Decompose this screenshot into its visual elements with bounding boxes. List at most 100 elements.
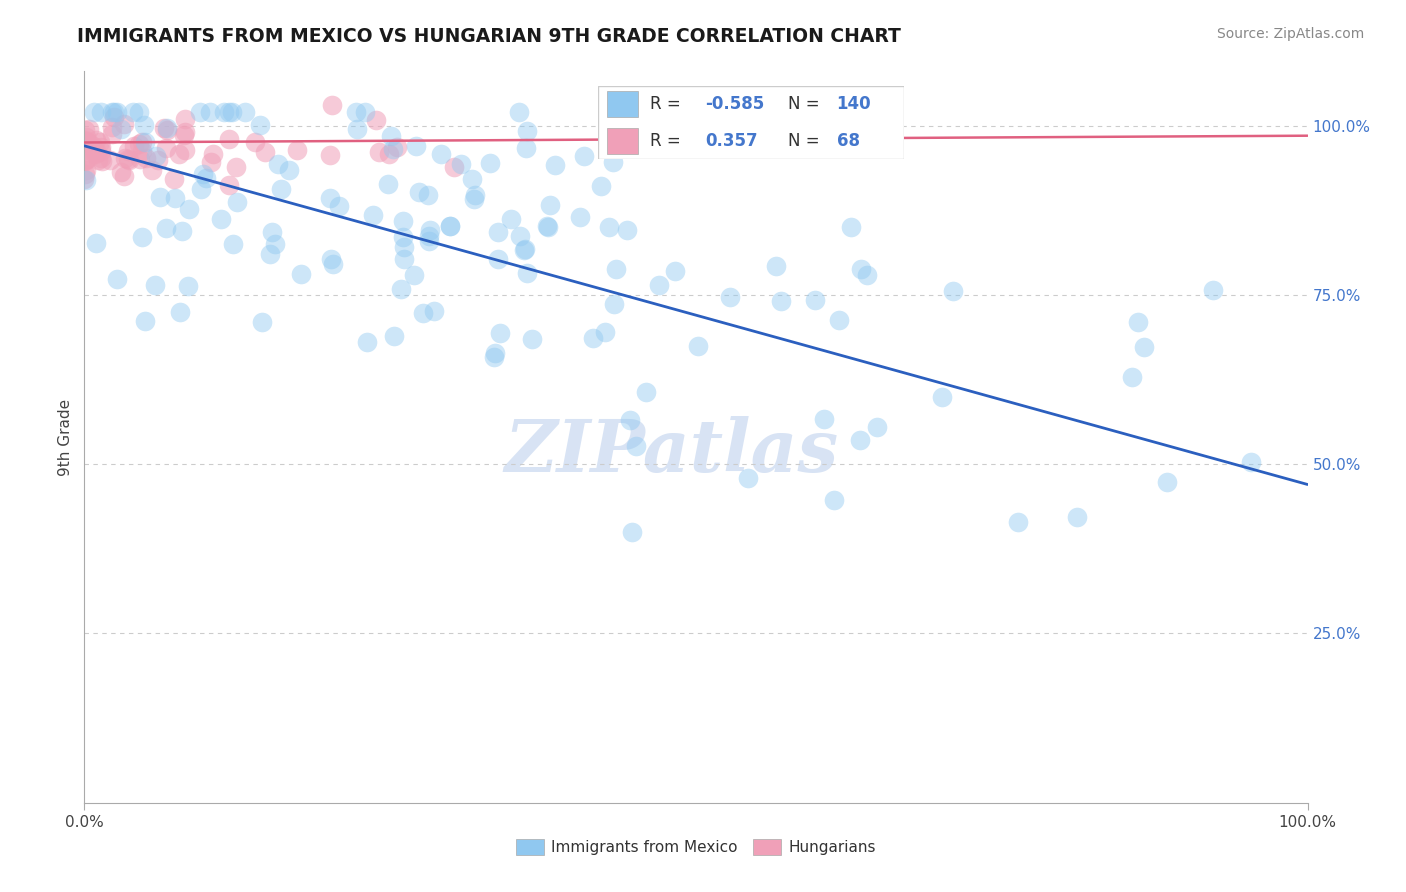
Point	[84, 236, 107, 251]
Point	[328, 199, 350, 213]
Point	[423, 304, 446, 318]
Point	[83, 105, 105, 120]
Point	[134, 118, 156, 132]
Point	[765, 259, 787, 273]
Point	[110, 122, 132, 136]
Point	[76, 152, 98, 166]
Point	[636, 105, 658, 120]
Point	[803, 293, 825, 307]
Point	[82, 138, 104, 153]
Point	[169, 305, 191, 319]
Point	[110, 165, 132, 179]
Point	[439, 219, 461, 233]
Point	[250, 315, 273, 329]
Legend: Immigrants from Mexico, Hungarians: Immigrants from Mexico, Hungarians	[510, 833, 882, 861]
Point	[177, 278, 200, 293]
Point	[346, 121, 368, 136]
Point	[128, 105, 150, 120]
Point	[1133, 340, 1156, 354]
Point	[225, 161, 247, 175]
Point	[73, 123, 96, 137]
Point	[515, 141, 537, 155]
Point	[664, 264, 686, 278]
Point	[135, 151, 157, 165]
Point	[405, 138, 427, 153]
Text: IMMIGRANTS FROM MEXICO VS HUNGARIAN 9TH GRADE CORRELATION CHART: IMMIGRANTS FROM MEXICO VS HUNGARIAN 9TH …	[77, 27, 901, 45]
Point	[277, 163, 299, 178]
Point	[464, 187, 486, 202]
Point	[1126, 315, 1149, 329]
Point	[191, 167, 214, 181]
Point	[77, 136, 100, 151]
Point	[260, 225, 283, 239]
Point	[605, 261, 627, 276]
Point	[259, 247, 281, 261]
Point	[77, 121, 100, 136]
Point	[1156, 475, 1178, 490]
Point	[101, 105, 124, 120]
Point	[129, 152, 152, 166]
Point	[823, 493, 845, 508]
Point	[101, 127, 124, 141]
Point	[105, 272, 128, 286]
Point	[117, 152, 139, 166]
Point	[688, 339, 710, 353]
Point	[593, 326, 616, 340]
Point	[382, 329, 405, 343]
Point	[117, 145, 139, 159]
Point	[134, 135, 156, 149]
Point	[356, 335, 378, 350]
Point	[378, 147, 401, 161]
Point	[430, 147, 453, 161]
Point	[131, 144, 153, 158]
Point	[141, 162, 163, 177]
Point	[263, 236, 285, 251]
Point	[344, 105, 367, 120]
Point	[598, 219, 620, 234]
Point	[177, 202, 200, 216]
Point	[377, 178, 399, 192]
Point	[112, 117, 135, 131]
Text: Source: ZipAtlas.com: Source: ZipAtlas.com	[1216, 27, 1364, 41]
Point	[267, 157, 290, 171]
Point	[235, 105, 257, 120]
Point	[270, 182, 292, 196]
Point	[201, 147, 224, 161]
Point	[87, 153, 110, 168]
Point	[321, 98, 343, 112]
Point	[105, 105, 128, 120]
Point	[101, 120, 124, 134]
Point	[165, 191, 187, 205]
Point	[486, 252, 509, 266]
Point	[243, 135, 266, 149]
Point	[90, 151, 112, 165]
Point	[513, 243, 536, 257]
Point	[319, 148, 342, 162]
Point	[90, 105, 112, 120]
Point	[285, 143, 308, 157]
Point	[418, 229, 440, 244]
Point	[499, 212, 522, 227]
Point	[156, 120, 179, 135]
Point	[536, 219, 558, 233]
Point	[146, 153, 169, 168]
Point	[200, 154, 222, 169]
Point	[516, 266, 538, 280]
Point	[73, 153, 96, 168]
Point	[218, 178, 240, 193]
Point	[450, 156, 472, 170]
Point	[381, 142, 404, 156]
Point	[443, 160, 465, 174]
Point	[91, 154, 114, 169]
Point	[866, 420, 889, 434]
Point	[391, 282, 413, 296]
Point	[353, 105, 375, 120]
Point	[200, 105, 222, 120]
Point	[122, 139, 145, 153]
Point	[416, 188, 439, 202]
Point	[737, 471, 759, 485]
Point	[290, 268, 312, 282]
Point	[167, 146, 190, 161]
Point	[418, 234, 440, 248]
Point	[1121, 370, 1143, 384]
